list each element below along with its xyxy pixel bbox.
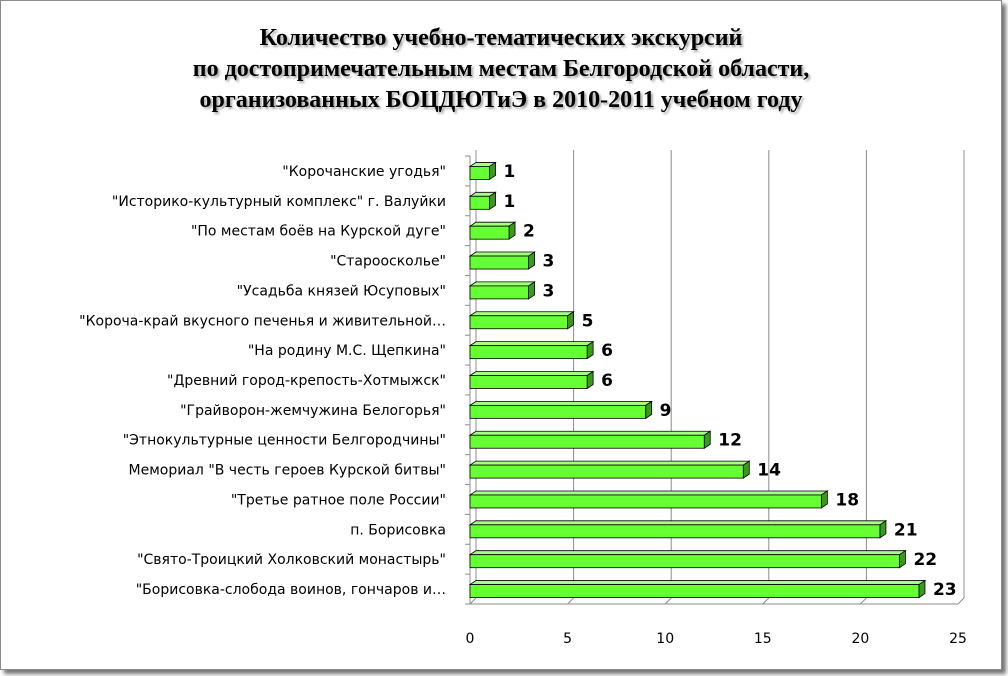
category-label: "По местам боёв на Курской дуге" <box>191 224 446 240</box>
x-tick-labels: 0 5 10 15 20 25 <box>466 631 967 647</box>
chart-title-line-1: Количество учебно-тематических экскурсий <box>259 25 743 51</box>
bar-top <box>468 371 595 376</box>
data-label: 3 <box>543 281 555 301</box>
bar <box>468 311 575 330</box>
x-tick-label: 15 <box>754 631 772 647</box>
bar-front <box>469 315 568 330</box>
gridline-floor <box>469 597 477 605</box>
bar-front <box>469 434 705 449</box>
bar-top <box>468 400 654 406</box>
data-label: 9 <box>660 401 672 421</box>
category-label: "Старооскольe" <box>330 254 446 270</box>
category-label: "Борисовка-слобода воинов, гончаров и… <box>136 582 446 598</box>
category-label: п. Борисовка <box>350 522 446 538</box>
x-tick-label: 25 <box>949 631 967 647</box>
bar-top <box>468 221 517 227</box>
bar-top <box>468 311 575 317</box>
category-label: "Короча-край вкусного печенья и живитель… <box>79 313 446 329</box>
bar <box>468 430 712 449</box>
gridline-floor <box>762 597 770 605</box>
bar <box>468 490 829 509</box>
bar-top <box>468 580 927 585</box>
data-label: 18 <box>835 490 859 510</box>
bar-front <box>469 464 744 479</box>
bar <box>468 370 595 390</box>
bar <box>468 579 927 599</box>
data-label: 22 <box>913 550 937 570</box>
gridline-floor <box>567 597 574 605</box>
category-label: "Свято-Троицкий Холковский монастырь" <box>137 552 446 568</box>
bar-top <box>468 520 888 526</box>
bar <box>468 340 595 360</box>
category-label: "Усадьба князей Юсуповых" <box>237 283 446 299</box>
bar <box>468 400 654 420</box>
category-label: Мемориал "В честь героев Курской битвы" <box>129 463 446 479</box>
bar-front <box>469 255 529 270</box>
data-label: 1 <box>504 162 516 182</box>
bar <box>468 161 497 181</box>
bar-front <box>469 225 510 240</box>
data-label: 1 <box>504 192 516 212</box>
bar <box>468 549 907 569</box>
category-label: "Грайворон-жемчужина Белогорья" <box>180 403 446 419</box>
data-label: 3 <box>543 252 555 272</box>
data-label: 23 <box>933 580 957 600</box>
bar <box>468 520 888 539</box>
chart-title: Количество учебно-тематических экскурсий… <box>1 23 1001 116</box>
x-tick-label: 0 <box>466 631 475 647</box>
data-label: 12 <box>718 431 742 451</box>
gridline-floor <box>957 597 965 605</box>
bar <box>468 460 751 479</box>
data-label: 5 <box>582 311 594 331</box>
data-label: 6 <box>601 341 613 361</box>
category-label: "На родину М.С. Щепкина" <box>248 343 446 359</box>
bar-top <box>468 430 712 436</box>
bar <box>468 281 536 300</box>
bar <box>468 191 497 211</box>
bar-top <box>468 550 907 556</box>
bar-top <box>468 460 751 466</box>
chart-title-line-2: по достопримечательным местам Белгородск… <box>192 56 810 82</box>
category-label: "Третье ратное поле России" <box>231 492 446 508</box>
bar-front <box>469 524 881 539</box>
category-label: "Историко-культурный комплекс" г. Валуйк… <box>112 194 446 210</box>
category-label: "Корочанские угодья" <box>282 164 446 180</box>
x-tick-label: 5 <box>563 631 572 647</box>
bar-front <box>469 584 920 598</box>
bar-front <box>469 195 490 210</box>
gridline-floor <box>860 597 867 605</box>
data-label: 6 <box>601 371 613 391</box>
bar-top <box>468 281 536 287</box>
chart-title-line-3: организованных БОЦДЮТиЭ в 2010-2011 учеб… <box>199 87 803 113</box>
bar-front <box>469 285 529 300</box>
x-tick-label: 20 <box>851 631 869 647</box>
gridline-floor <box>664 597 672 605</box>
data-label: 14 <box>757 461 781 481</box>
bar-front <box>469 166 490 180</box>
bar-front <box>469 375 588 389</box>
x-tick-label: 10 <box>656 631 674 647</box>
category-label: "Этнокультурные ценности Белгородчины" <box>123 433 446 449</box>
data-label: 2 <box>523 222 535 242</box>
bar <box>468 221 517 240</box>
bar-front <box>469 404 647 419</box>
bar-top <box>468 251 536 257</box>
bar-top <box>468 341 595 347</box>
bars <box>468 161 927 599</box>
bar-top <box>468 490 829 496</box>
bar-front <box>469 345 588 360</box>
category-label: "Древний город-крепость-Хотмыжск" <box>167 373 446 389</box>
data-label: 21 <box>894 520 918 540</box>
bar-front <box>469 554 900 569</box>
category-labels: "Корочанские угодья" "Историко-культурный… <box>79 164 446 598</box>
bar-front <box>469 494 822 509</box>
bar <box>468 251 536 270</box>
